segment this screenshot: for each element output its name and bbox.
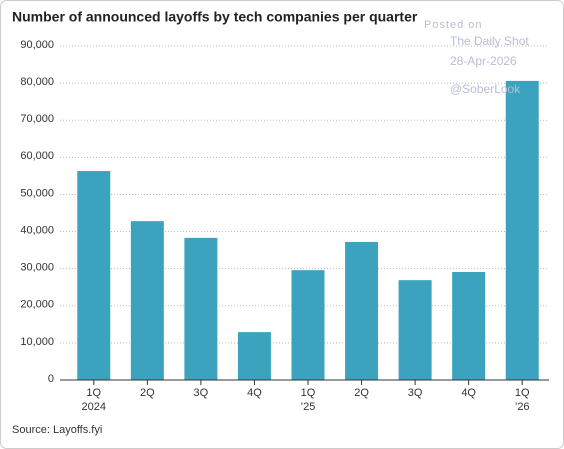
watermark: The Daily Shot	[450, 34, 529, 48]
x-tick-label: 2Q	[140, 387, 155, 399]
x-tick-label: 1Q	[86, 387, 101, 399]
x-tick-label: 4Q	[247, 387, 262, 399]
bar	[291, 270, 325, 380]
watermark: 28-Apr-2026	[450, 54, 517, 68]
x-tick-year: 2024	[82, 401, 106, 413]
chart-title: Number of announced layoffs by tech comp…	[12, 9, 418, 25]
x-tick-label: 1Q	[301, 387, 316, 399]
y-tick-label: 0	[48, 373, 54, 385]
y-tick-label: 10,000	[20, 336, 54, 348]
x-tick-label: 1Q	[515, 387, 530, 399]
y-tick-label: 30,000	[20, 262, 54, 274]
y-tick-label: 70,000	[20, 113, 54, 125]
y-tick-label: 60,000	[20, 150, 54, 162]
bar	[345, 241, 379, 380]
bar	[505, 80, 539, 380]
x-tick-label: 3Q	[408, 387, 423, 399]
watermark: Posted on	[424, 19, 483, 31]
y-tick-label: 40,000	[20, 224, 54, 236]
bar	[398, 280, 432, 380]
x-tick-label: 3Q	[194, 387, 209, 399]
y-tick-label: 90,000	[20, 39, 54, 51]
bar	[237, 332, 271, 380]
bar	[130, 221, 164, 380]
y-tick-label: 50,000	[20, 187, 54, 199]
source: Source: Layoffs.fyi	[12, 424, 102, 436]
bar	[77, 171, 111, 380]
x-tick-label: 2Q	[354, 387, 369, 399]
bar	[184, 237, 218, 380]
bar	[452, 272, 486, 380]
x-tick-label: 4Q	[461, 387, 476, 399]
x-tick-year: ’26	[515, 401, 530, 413]
watermark: @SoberLook	[450, 82, 521, 96]
x-tick-year: ’25	[301, 401, 316, 413]
y-tick-label: 80,000	[20, 76, 54, 88]
y-tick-label: 20,000	[20, 299, 54, 311]
